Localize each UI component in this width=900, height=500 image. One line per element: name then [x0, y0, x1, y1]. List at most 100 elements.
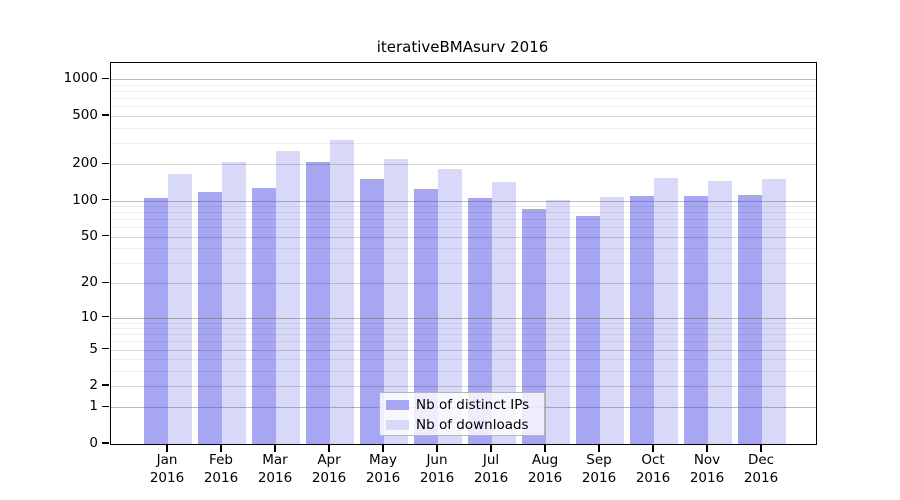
x-label-year: 2016 — [689, 470, 725, 486]
x-axis-label-may: May 2016 — [356, 451, 410, 487]
x-label-month: Mar — [262, 452, 288, 468]
gridline — [111, 236, 816, 238]
gridline — [111, 262, 816, 264]
legend-item-distinct-ips: Nb of distinct IPs — [386, 395, 529, 415]
gridline — [111, 200, 816, 202]
bar-downloads-aug — [546, 200, 570, 444]
x-tick-dec — [760, 444, 762, 452]
x-tick-jan — [166, 444, 168, 452]
gridline — [111, 219, 816, 221]
gridline — [111, 370, 816, 372]
x-axis-label-nov: Nov 2016 — [680, 451, 734, 487]
bar-downloads-feb — [222, 161, 246, 444]
chart-title: iterativeBMAsurv 2016 — [376, 38, 549, 56]
x-label-year: 2016 — [203, 470, 239, 486]
x-label-year: 2016 — [743, 470, 779, 486]
x-axis-label-aug: Aug 2016 — [518, 451, 572, 487]
x-axis-label-oct: Oct 2016 — [626, 451, 680, 487]
gridline — [111, 317, 816, 319]
gridline — [111, 322, 816, 324]
x-tick-mar — [274, 444, 276, 452]
y-axis-label-2: 2 — [89, 377, 98, 393]
gridline — [111, 79, 816, 81]
x-label-year: 2016 — [365, 470, 401, 486]
x-label-month: May — [369, 452, 397, 468]
x-label-year: 2016 — [581, 470, 617, 486]
bar-downloads-nov — [708, 181, 732, 444]
x-label-year: 2016 — [257, 470, 293, 486]
y-tick-200 — [102, 162, 109, 164]
gridline — [111, 227, 816, 229]
y-tick-20 — [102, 281, 109, 284]
x-label-year: 2016 — [527, 470, 563, 486]
x-axis-label-mar: Mar 2016 — [248, 451, 302, 487]
bar-ips-dec — [738, 194, 762, 444]
gridline — [111, 142, 816, 144]
y-axis-label-5: 5 — [89, 340, 98, 357]
y-axis-label-10: 10 — [80, 308, 98, 325]
gridline — [111, 341, 816, 343]
bar-ips-apr — [306, 161, 330, 444]
y-axis-label-100: 100 — [72, 191, 98, 208]
y-axis-label-1000: 1000 — [63, 70, 98, 87]
gridline — [111, 328, 816, 330]
x-tick-aug — [544, 444, 546, 452]
gridline — [111, 334, 816, 336]
y-tick-50 — [102, 234, 109, 237]
y-axis-label-50: 50 — [80, 227, 98, 244]
bar-ips-feb — [198, 192, 222, 444]
gridline — [111, 98, 816, 100]
legend: Nb of distinct IPs Nb of downloads — [379, 392, 545, 436]
x-label-month: Jan — [156, 452, 178, 468]
gridline — [111, 106, 816, 108]
x-label-month: Dec — [747, 452, 775, 468]
plot-area — [110, 62, 817, 445]
gridline — [111, 283, 816, 285]
legend-swatch-downloads — [386, 420, 409, 430]
bar-downloads-jan — [168, 173, 192, 444]
x-axis-label-feb: Feb 2016 — [194, 451, 248, 487]
x-label-month: Nov — [693, 452, 721, 468]
x-label-year: 2016 — [149, 470, 185, 486]
y-tick-0 — [102, 442, 109, 444]
x-axis-label-jun: Jun 2016 — [410, 451, 464, 487]
x-tick-sep — [598, 444, 600, 452]
x-tick-feb — [220, 444, 222, 452]
x-tick-jul — [490, 444, 492, 452]
gridline — [111, 85, 816, 86]
gridline — [111, 116, 816, 117]
legend-label-distinct-ips: Nb of distinct IPs — [416, 397, 530, 413]
x-label-year: 2016 — [419, 470, 455, 486]
y-axis-label-1: 1 — [89, 398, 98, 415]
x-label-month: Oct — [641, 452, 665, 468]
x-tick-apr — [328, 444, 330, 452]
x-label-year: 2016 — [473, 470, 509, 486]
x-tick-may — [382, 444, 384, 452]
bar-downloads-sep — [600, 197, 624, 444]
y-tick-1 — [102, 405, 109, 408]
bar-ips-sep — [576, 215, 600, 444]
legend-item-downloads: Nb of downloads — [386, 415, 529, 435]
y-axis-label-500: 500 — [72, 107, 98, 123]
x-tick-oct — [652, 444, 654, 452]
x-axis-label-dec: Dec 2016 — [734, 451, 788, 487]
y-axis-label-0: 0 — [89, 435, 98, 451]
gridline — [111, 206, 816, 207]
x-axis-label-apr: Apr 2016 — [302, 451, 356, 487]
x-axis-label-jan: Jan 2016 — [140, 451, 194, 487]
bar-downloads-dec — [762, 178, 786, 444]
gridline — [111, 164, 816, 166]
x-label-year: 2016 — [311, 470, 347, 486]
bar-downloads-apr — [330, 140, 354, 444]
x-label-month: Aug — [531, 452, 559, 468]
x-axis-label-sep: Sep 2016 — [572, 451, 626, 487]
x-label-month: Apr — [317, 452, 341, 468]
y-tick-5 — [102, 347, 109, 350]
bar-ips-jan — [144, 197, 168, 444]
legend-swatch-distinct-ips — [386, 400, 409, 410]
x-tick-jun — [436, 444, 438, 452]
x-label-month: Jun — [426, 452, 448, 468]
y-tick-2 — [102, 384, 109, 386]
gridline — [111, 359, 816, 361]
